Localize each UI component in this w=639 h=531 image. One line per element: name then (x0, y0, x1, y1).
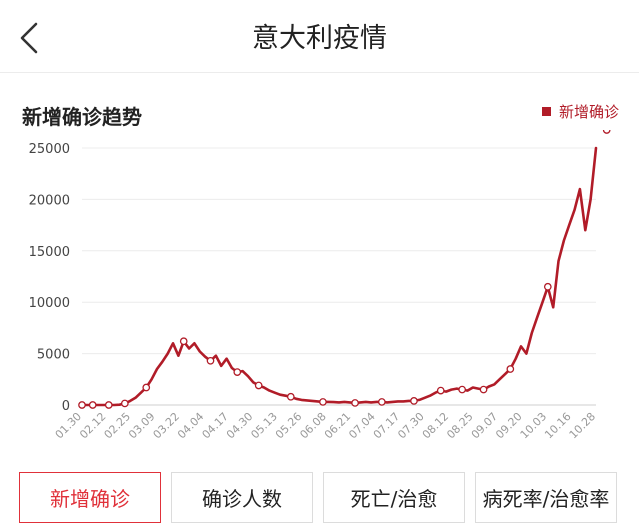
y-tick-label: 25000 (29, 142, 70, 157)
x-tick-label: 06.08 (297, 410, 328, 441)
x-tick-label: 10.28 (567, 410, 598, 441)
x-tick-label: 07.30 (395, 410, 426, 441)
data-point-marker (458, 385, 466, 394)
data-point-marker (543, 282, 552, 291)
chevron-left-icon[interactable] (14, 20, 46, 56)
legend-label: 新增确诊 (558, 103, 619, 121)
data-point-marker (233, 368, 242, 376)
data-point-marker (410, 397, 418, 405)
tab-rates[interactable]: 病死率/治愈率 (475, 472, 617, 523)
data-point-marker (88, 401, 97, 409)
chart-legend[interactable]: 新增确诊 (541, 101, 619, 122)
x-tick-label: 04.04 (175, 410, 206, 441)
x-tick-label: 07.17 (371, 410, 402, 441)
data-point-marker (206, 356, 215, 365)
data-point-marker (479, 385, 488, 394)
x-tick-label: 05.26 (273, 410, 304, 441)
x-tick-label: 02.25 (102, 410, 133, 441)
y-tick-label: 0 (62, 399, 70, 414)
data-point-marker (319, 398, 327, 406)
tab-total-confirmed[interactable]: 确诊人数 (171, 472, 313, 523)
data-point-marker (286, 392, 295, 401)
legend-swatch (541, 107, 551, 116)
series-line (80, 146, 598, 407)
y-tick-label: 10000 (29, 296, 70, 311)
data-point-marker (104, 401, 113, 409)
page-title: 意大利疫情 (252, 23, 387, 54)
tab-new-confirmed[interactable]: 新增确诊 (19, 472, 161, 523)
x-tick-label: 08.25 (444, 410, 475, 441)
x-tick-label: 04.17 (200, 410, 231, 441)
x-tick-label: 10.16 (542, 410, 573, 441)
data-point-marker (436, 386, 445, 395)
data-point-marker (602, 130, 611, 134)
data-point-marker (142, 383, 151, 392)
x-tick-label: 10.03 (518, 410, 549, 441)
x-tick-label: 07.04 (346, 410, 377, 441)
x-tick-label: 02.12 (77, 410, 108, 441)
tab-bar: 新增确诊 确诊人数 死亡/治愈 病死率/治愈率 (19, 472, 617, 525)
data-point-marker (254, 381, 263, 390)
header-bar: 意大利疫情 (0, 0, 639, 73)
x-tick-label: 04.30 (224, 410, 255, 441)
chart-title: 新增确诊趋势 (22, 105, 142, 129)
tab-deaths-recovered[interactable]: 死亡/治愈 (323, 472, 465, 523)
x-tick-label: 06.21 (322, 410, 353, 441)
y-tick-label: 20000 (29, 193, 70, 208)
x-tick-label: 03.22 (151, 410, 182, 441)
x-tick-label: 05.13 (248, 410, 279, 441)
data-point-marker (78, 401, 86, 409)
x-tick-label: 09.20 (493, 410, 524, 441)
data-point-marker (179, 337, 188, 346)
x-tick-label: 09.07 (469, 410, 500, 441)
y-tick-label: 5000 (37, 348, 70, 363)
trend-chart: 0 5000 10000 15000 20000 25000 01.3002.1202.25… (29, 130, 611, 441)
data-point-marker (377, 398, 386, 406)
data-point-marker (506, 365, 515, 373)
data-point-marker (120, 399, 129, 408)
y-tick-label: 15000 (29, 245, 70, 260)
x-tick-label: 01.30 (53, 410, 84, 441)
x-tick-label: 08.12 (420, 410, 451, 441)
data-point-marker (351, 399, 359, 407)
x-tick-label: 03.09 (126, 410, 157, 441)
